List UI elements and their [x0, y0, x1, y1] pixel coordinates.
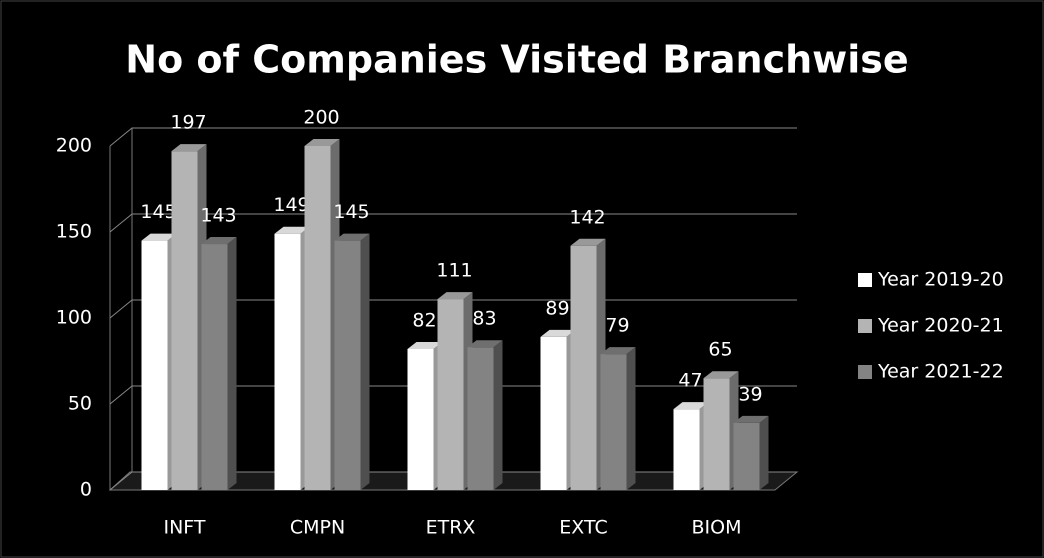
grid-line [109, 127, 797, 147]
bar [201, 244, 228, 490]
bar [570, 245, 597, 490]
bar [437, 299, 464, 490]
bar-top [467, 340, 503, 348]
bar-top [334, 233, 370, 241]
x-tick-label: CMPN [290, 517, 345, 539]
bar-top [733, 415, 769, 423]
value-label: 82 [412, 309, 436, 331]
bar-top [274, 226, 310, 234]
value-label: 89 [545, 297, 569, 319]
bar-top [304, 139, 340, 146]
value-label: 145 [140, 201, 176, 223]
x-tick-label: INFT [163, 517, 205, 539]
bar-top [703, 371, 739, 379]
value-label: 143 [200, 205, 236, 227]
grid-line [109, 213, 797, 233]
x-tick-label: EXTC [559, 517, 607, 539]
bar [703, 378, 730, 490]
bar-side [493, 340, 503, 490]
value-label: 197 [170, 112, 206, 134]
bar [733, 422, 760, 490]
legend-label: Year 2019-20 [877, 269, 1004, 291]
x-tick-label: BIOM [692, 517, 742, 539]
bar-side [227, 237, 237, 490]
value-label: 65 [708, 339, 732, 361]
bar-side [360, 233, 370, 490]
bar-top [673, 402, 709, 410]
y-tick-label: 50 [68, 393, 92, 415]
y-tick-label: 150 [56, 221, 92, 243]
value-label: 79 [605, 315, 629, 337]
bar [274, 233, 301, 490]
legend-label: Year 2020-21 [877, 315, 1004, 337]
bar-side [759, 415, 769, 490]
bar [171, 151, 198, 490]
bar [540, 336, 567, 490]
bar [141, 240, 168, 490]
legend-label: Year 2021-22 [877, 361, 1004, 383]
bar [673, 409, 700, 490]
chart-title: No of Companies Visited Branchwise [125, 38, 908, 82]
legend-swatch [858, 365, 872, 379]
bar [334, 240, 361, 490]
bar [407, 348, 434, 490]
bar-top [141, 233, 177, 241]
bar [600, 354, 627, 490]
legend-swatch [858, 273, 872, 287]
bar-side [626, 347, 636, 490]
legend-swatch [858, 319, 872, 333]
bar [304, 146, 331, 490]
value-label: 200 [303, 107, 339, 129]
bar-top [437, 292, 473, 300]
bar-top [407, 341, 443, 349]
bar-top [600, 347, 636, 355]
bar [467, 347, 494, 490]
bar-top [201, 237, 237, 245]
x-tick-label: ETRX [426, 517, 476, 539]
value-label: 142 [569, 206, 605, 228]
value-label: 47 [678, 370, 702, 392]
y-tick-label: 0 [80, 479, 92, 501]
bar-top [570, 238, 606, 246]
value-label: 149 [273, 194, 309, 216]
y-tick-label: 200 [56, 135, 92, 157]
value-label: 111 [436, 260, 472, 282]
y-tick-label: 100 [56, 307, 92, 329]
bar-top [171, 144, 207, 152]
value-label: 39 [738, 383, 762, 405]
bar-top [540, 329, 576, 337]
value-label: 83 [472, 308, 496, 330]
value-label: 145 [333, 201, 369, 223]
